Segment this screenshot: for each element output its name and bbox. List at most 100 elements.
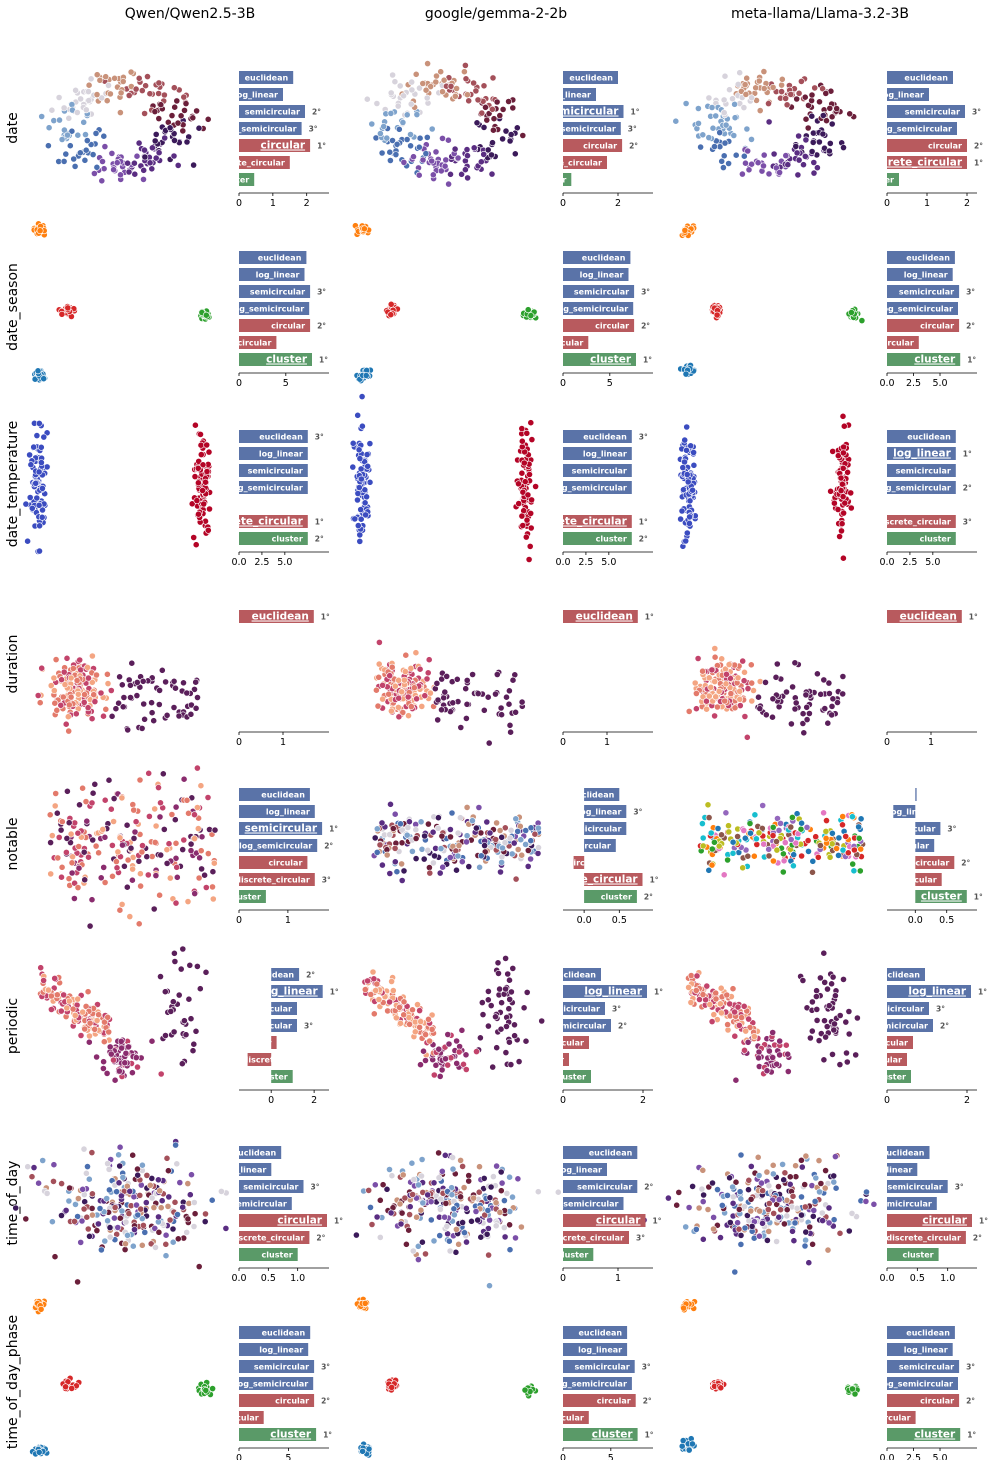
scatter-point <box>28 1173 36 1181</box>
scatter-point <box>432 1061 440 1069</box>
scatter-point <box>101 1237 109 1245</box>
bar-label: cluster <box>601 893 632 902</box>
scatter-point <box>378 861 386 869</box>
rank-label: 1° <box>643 356 652 365</box>
scatter-point <box>744 147 752 155</box>
scatter-point <box>89 1190 96 1198</box>
scatter-point <box>769 1054 777 1061</box>
scatter-point <box>683 471 691 478</box>
scatter-point <box>487 1183 495 1191</box>
scatter-point <box>736 1188 744 1196</box>
scatter-point <box>483 818 491 826</box>
scatter-point <box>434 696 442 704</box>
scatter-point <box>518 425 526 432</box>
scatter-point <box>836 1061 844 1068</box>
scatter-point <box>477 1233 485 1241</box>
scatter-point <box>420 1047 427 1055</box>
scatter-point <box>721 697 729 705</box>
scatter-point <box>681 458 688 466</box>
scatter-point <box>170 1028 178 1036</box>
scatter-point <box>793 149 801 157</box>
scatter-point <box>199 487 206 494</box>
scatter-point <box>470 79 477 87</box>
scatter-point <box>805 102 812 109</box>
bar-label: euclidean <box>907 433 951 442</box>
bar-label: discrete_circular <box>549 1234 624 1243</box>
scatter-point <box>741 1224 749 1232</box>
scatter-point <box>103 1195 111 1202</box>
scatter-point <box>828 113 836 121</box>
scatter-point <box>812 833 820 841</box>
scatter-point <box>816 98 823 106</box>
scatter-point <box>61 681 69 688</box>
scatter-point <box>720 152 728 160</box>
scatter-point <box>198 865 205 873</box>
scatter-point <box>779 1161 786 1168</box>
x-tick-label: 0 <box>560 1273 566 1284</box>
scatter-point <box>88 799 96 807</box>
scatter-point <box>406 1020 413 1028</box>
scatter-point <box>734 81 742 88</box>
scatter-point <box>439 863 447 871</box>
scatter-point <box>208 1196 216 1204</box>
scatter-point <box>805 848 812 855</box>
scatter-plot <box>29 1297 216 1458</box>
bar-label: circular <box>238 1039 272 1048</box>
bar-label: cluster <box>557 1251 588 1260</box>
scatter-point <box>158 666 166 674</box>
scatter-point <box>841 499 849 507</box>
scatter-point <box>104 680 112 687</box>
scatter-point <box>45 124 53 132</box>
scatter-point <box>365 1187 373 1194</box>
scatter-point <box>184 1180 192 1187</box>
bar-label: circular <box>915 859 949 868</box>
scatter-point <box>831 499 838 507</box>
scatter-point <box>821 705 829 712</box>
scatter-point <box>469 671 476 678</box>
scatter-point <box>444 1031 452 1038</box>
scatter-point <box>108 712 116 720</box>
scatter-point <box>393 140 401 148</box>
scatter-point <box>840 509 847 517</box>
scatter-point <box>740 677 748 685</box>
scatter-point <box>170 677 178 685</box>
scatter-point <box>436 1232 444 1239</box>
scatter-point <box>179 846 187 853</box>
scatter-point <box>433 680 441 687</box>
scatter-point <box>440 76 448 84</box>
scatter-point <box>819 85 826 93</box>
scatter-point <box>209 868 217 876</box>
scatter-point <box>430 1071 438 1079</box>
scatter-point <box>395 713 403 721</box>
scatter-point <box>413 695 420 703</box>
scatter-point <box>473 119 481 127</box>
scatter-point <box>493 1162 500 1170</box>
scatter-point <box>747 1207 755 1215</box>
scatter-point <box>748 1223 756 1230</box>
scatter-point <box>447 170 454 178</box>
scatter-point <box>391 810 399 818</box>
scatter-point <box>48 992 55 1000</box>
scatter-point <box>57 701 65 709</box>
rank-label: 1° <box>315 518 324 527</box>
scatter-point <box>419 156 427 164</box>
scatter-point <box>487 1002 495 1009</box>
bar-label: discrete_circular <box>540 874 639 886</box>
scatter-point <box>130 835 138 842</box>
rank-label: 2° <box>317 322 326 331</box>
scatter-point <box>69 1005 77 1013</box>
scatter-point <box>722 121 730 129</box>
scatter-point <box>737 1241 745 1248</box>
bar-label: circular <box>928 142 962 151</box>
scatter-point <box>428 157 436 165</box>
scatter-point <box>789 814 796 821</box>
scatter-point <box>111 74 118 82</box>
scatter-point <box>363 493 370 501</box>
scatter-point <box>98 1246 105 1254</box>
scatter-point <box>792 142 800 150</box>
scatter-point <box>715 687 723 695</box>
scatter-point <box>731 114 739 122</box>
scatter-point <box>151 805 159 813</box>
scatter-point <box>514 846 522 853</box>
